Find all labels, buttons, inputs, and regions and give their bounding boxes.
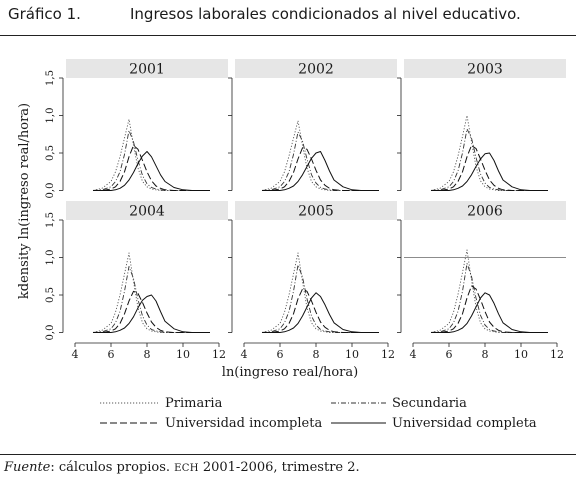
panel-strip-2005 [235, 201, 397, 220]
panel-2004: 2004 [66, 201, 228, 333]
panel-2005: 2005 [235, 201, 397, 333]
x-tick-label-2006-1: 6 [446, 348, 453, 361]
legend-item-primaria: Primaria [100, 396, 223, 411]
panel-2003: 2003 [404, 59, 566, 191]
legend-label-secundaria: Secundaria [392, 396, 467, 411]
x-tick-label-2005-4: 12 [381, 348, 395, 361]
source-acronym: ECH [174, 463, 199, 474]
panel-2002: 2002 [235, 59, 397, 191]
legend-item-universidad-completa: Universidad completa [331, 416, 537, 431]
y-tick-label-2001-0: 0,0 [45, 183, 56, 199]
source-tail: 2001-2006, trimestre 2. [198, 460, 360, 475]
panel-strip-2006 [404, 201, 566, 220]
panel-strip-2004 [66, 201, 228, 220]
y-tick-label-2001-2: 1,0 [45, 108, 56, 124]
x-axis-title: ln(ingreso real/hora) [222, 365, 358, 380]
legend-label-primaria: Primaria [165, 396, 223, 411]
figure-number: Gráfico 1. [8, 5, 81, 23]
x-tick-label-2005-2: 8 [313, 348, 320, 361]
panels-layer: 2001 2002 2003 2004 2005 2006 [66, 59, 566, 333]
panel-label-2004: 2004 [129, 204, 165, 220]
series-line-2004-universidad-completa [93, 294, 210, 333]
bottom-rule [0, 454, 576, 455]
series-line-2005-universidad-incompleta [262, 288, 379, 333]
panel-label-2001: 2001 [129, 62, 165, 78]
series-line-2002-universidad-incompleta [262, 147, 379, 191]
panel-2006: 2006 [404, 201, 566, 333]
legend-label-universidad-incompleta: Universidad incompleta [165, 416, 322, 431]
series-line-2004-universidad-incompleta [93, 290, 210, 333]
legend-item-secundaria: Secundaria [331, 396, 467, 411]
y-axis-title: kdensity ln(ingreso real/hora) [17, 103, 32, 299]
x-tick-label-2005-0: 4 [241, 348, 248, 361]
panel-strip-2003 [404, 59, 566, 78]
series-line-2001-primaria [92, 118, 210, 191]
x-tick-label-2005-1: 6 [277, 348, 284, 361]
panel-label-2005: 2005 [298, 204, 334, 220]
x-tick-label-2004-0: 4 [72, 348, 79, 361]
figure-title: Ingresos laborales condicionados al nive… [130, 5, 521, 23]
series-line-2001-universidad-incompleta [93, 145, 210, 191]
series-line-2003-secundaria [430, 128, 548, 191]
panel-strip-2002 [235, 59, 397, 78]
series-line-2005-universidad-completa [262, 292, 379, 333]
panel-2001: 2001 [66, 59, 228, 191]
x-tick-label-2004-1: 6 [108, 348, 115, 361]
x-tick-label-2006-4: 12 [550, 348, 564, 361]
series-line-2001-universidad-completa [93, 151, 210, 191]
series-line-2002-universidad-completa [262, 151, 379, 191]
series-line-2001-secundaria [92, 130, 210, 191]
legend-layer: Primaria Universidad incompleta Secundaria… [100, 396, 537, 431]
y-tick-label-2004-0: 0,0 [45, 325, 56, 341]
axes-layer: 0,0 0,5 1,0 1,5 0,0 0,5 1,0 1,5 4 6 8 10 12 4 6 8 10 12 4 6… [17, 70, 564, 380]
source-text: : cálculos propios. [50, 460, 175, 475]
series-line-2006-universidad-completa [431, 292, 548, 333]
source-label: Fuente [4, 460, 51, 475]
source-note: Fuente: cálculos propios. ECH 2001-2006,… [4, 460, 360, 475]
top-rule [0, 35, 576, 36]
series-line-2005-secundaria [261, 264, 379, 333]
series-line-2006-primaria [430, 249, 548, 333]
panel-label-2002: 2002 [298, 62, 334, 78]
x-tick-label-2004-3: 10 [176, 348, 190, 361]
x-tick-label-2004-4: 12 [212, 348, 226, 361]
panel-strip-2001 [66, 59, 228, 78]
x-tick-label-2006-3: 10 [514, 348, 528, 361]
series-line-2006-universidad-incompleta [431, 285, 548, 333]
series-line-2002-secundaria [261, 131, 379, 191]
legend-item-universidad-incompleta: Universidad incompleta [100, 416, 322, 431]
y-tick-label-2001-3: 1,5 [45, 70, 56, 86]
series-line-2003-universidad-incompleta [431, 145, 548, 191]
x-tick-label-2004-2: 8 [144, 348, 151, 361]
series-line-2004-primaria [92, 252, 210, 333]
panel-label-2003: 2003 [467, 62, 503, 78]
figure-header: Gráfico 1. Ingresos laborales condiciona… [6, 2, 576, 30]
x-tick-label-2005-3: 10 [345, 348, 359, 361]
panel-label-2006: 2006 [467, 204, 503, 220]
series-line-2005-primaria [261, 252, 379, 333]
y-tick-label-2004-3: 1,5 [45, 212, 56, 228]
legend-label-universidad-completa: Universidad completa [392, 416, 537, 431]
series-line-2003-universidad-completa [431, 152, 548, 191]
y-tick-label-2001-1: 0,5 [45, 145, 56, 161]
y-tick-label-2004-1: 0,5 [45, 287, 56, 303]
series-line-2002-primaria [261, 120, 379, 191]
x-tick-label-2006-2: 8 [482, 348, 489, 361]
x-tick-label-2006-0: 4 [410, 348, 417, 361]
y-tick-label-2004-2: 1,0 [45, 250, 56, 266]
